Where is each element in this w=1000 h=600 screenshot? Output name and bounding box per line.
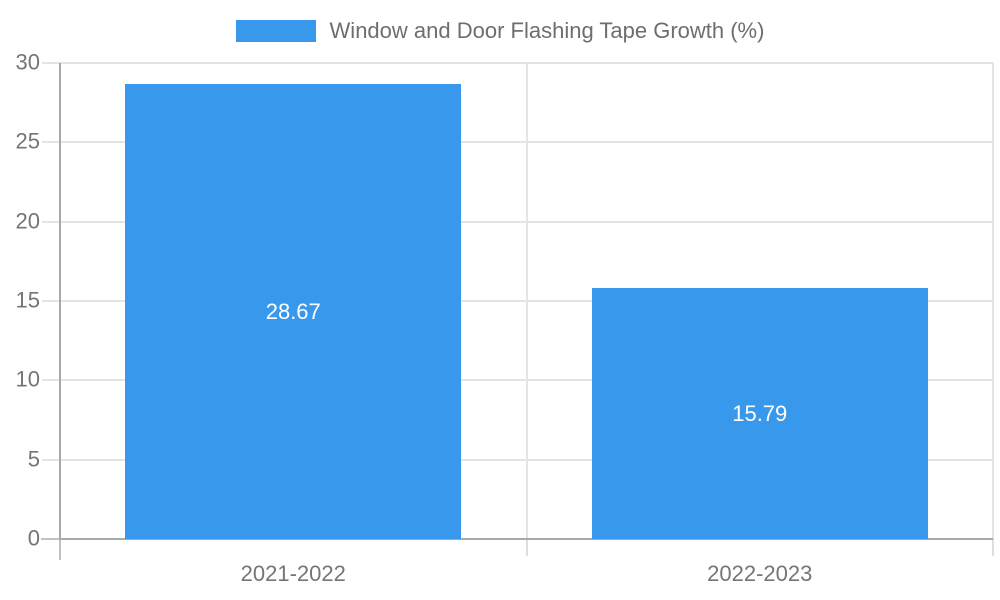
gridline-y-30 [42, 62, 993, 64]
y-axis-tick-label: 10 [15, 366, 40, 392]
x-axis-category-label: 2021-2022 [240, 561, 346, 586]
y-axis-tick-label: 25 [15, 128, 40, 154]
x-axis-tick [525, 539, 528, 556]
category-boundary-gridline [525, 63, 528, 539]
gridline-y-10 [42, 379, 993, 382]
x-axis-tick [992, 539, 994, 556]
legend-label: Window and Door Flashing Tape Growth (%) [329, 18, 765, 43]
y-axis-tick-label: 15 [15, 287, 40, 313]
gridline-y-5 [42, 458, 993, 461]
y-axis-tick-label: 5 [27, 446, 40, 472]
gridline-y-25 [42, 141, 993, 144]
y-axis-tick-label: 30 [15, 49, 40, 75]
category-boundary-gridline [992, 63, 994, 539]
x-axis-baseline [59, 538, 993, 540]
gridline-y-15 [42, 300, 993, 302]
y-axis-tick-label: 20 [15, 208, 40, 234]
y-axis-line [59, 63, 61, 540]
y-axis-tick-label: 0 [27, 525, 40, 551]
legend[interactable]: Window and Door Flashing Tape Growth (%) [0, 18, 1000, 43]
legend-swatch-icon [235, 20, 316, 42]
bar-value-label: 28.67 [265, 298, 321, 324]
bar-value-label: 15.79 [732, 400, 788, 426]
x-axis-category-label: 2022-2023 [707, 561, 813, 586]
y-axis-bottom-tick [59, 540, 61, 560]
bar-2022-2023[interactable]: 15.79 [591, 288, 928, 539]
gridline-y-20 [42, 220, 993, 223]
baseline-left-tick [41, 538, 59, 540]
bar-2021-2022[interactable]: 28.67 [125, 84, 462, 539]
